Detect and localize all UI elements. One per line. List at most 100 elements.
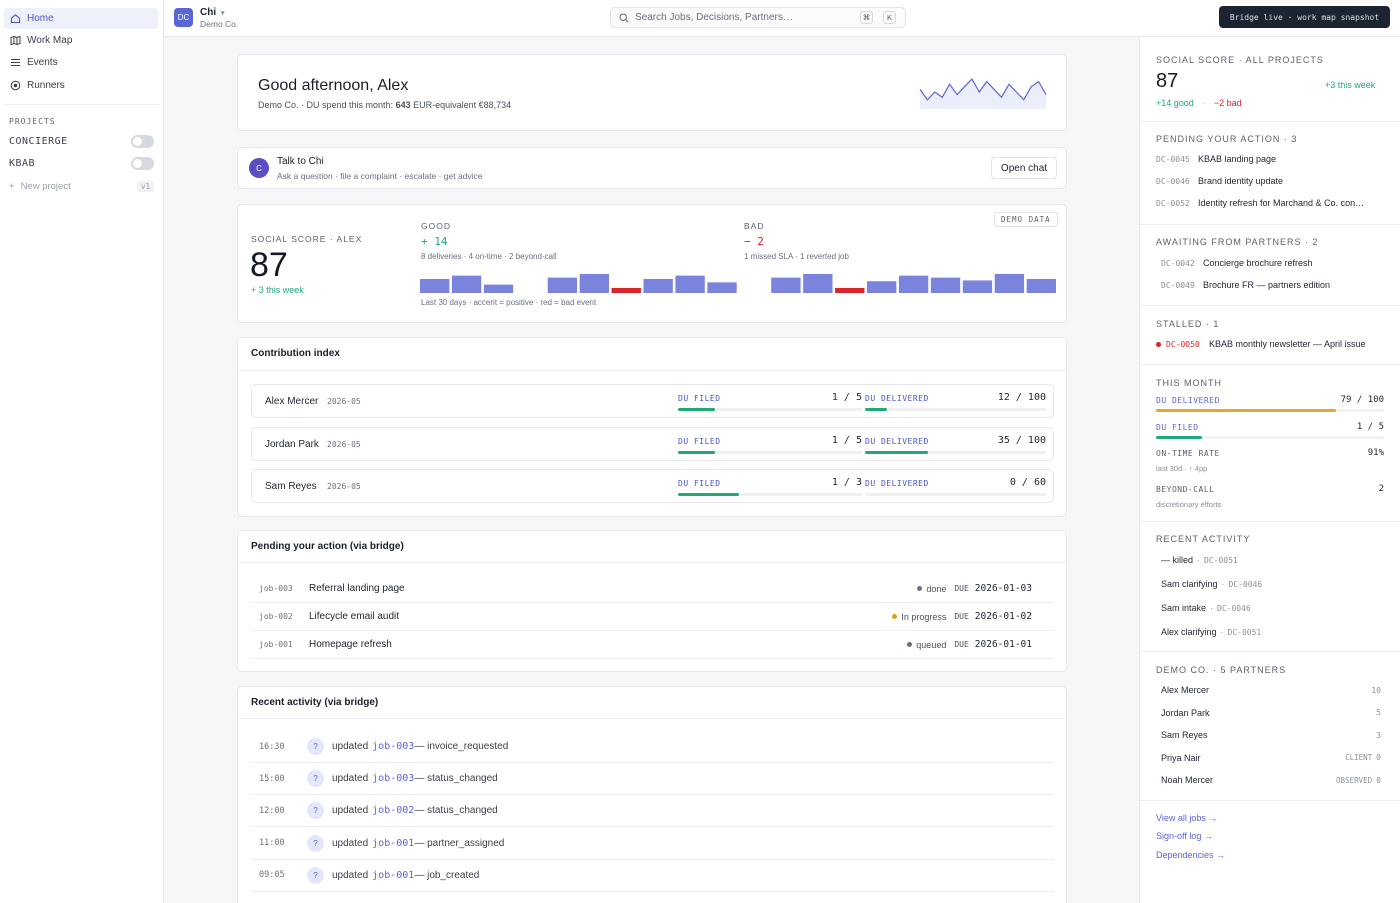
awaiting-item[interactable]: DC-0049 Brochure FR — partners edition (1161, 280, 1389, 290)
spend-sparkline (919, 78, 1047, 109)
du-filed-track (678, 493, 862, 496)
activity-time: 15:00 (259, 773, 285, 784)
du-delivered-track (1156, 409, 1384, 412)
activity-row[interactable]: 09:05? updated job-001 — job_created (251, 860, 1054, 892)
job-name: Homepage refresh (309, 639, 392, 650)
activity-job-link[interactable]: job-001 (372, 869, 415, 881)
recent-who: — killed (1161, 555, 1194, 565)
event-bar (547, 277, 578, 293)
search-input[interactable]: Search Jobs, Decisions, Partners… ⌘ K (610, 7, 906, 28)
recent-item[interactable]: Sam intake · DC-0046 (1161, 603, 1389, 613)
project-toggle[interactable] (131, 157, 154, 170)
nav-home[interactable]: Home (4, 8, 158, 29)
ontime-label: ON-TIME RATE (1156, 449, 1220, 458)
recent-item[interactable]: Alex clarifying · DC-0051 (1161, 627, 1389, 637)
activity-row[interactable]: 15:00? updated job-003 — status_changed (251, 763, 1054, 796)
projects-heading: PROJECTS (9, 117, 56, 126)
partners-title: DEMO CO. · 5 PARTNERS (1156, 665, 1287, 675)
org-name: Demo Co. (200, 19, 239, 29)
sign-off-log-link[interactable]: Sign-off log → (1156, 831, 1213, 841)
partner-name: Sam Reyes (1161, 730, 1208, 741)
du-filed-label: DU FILED (1156, 423, 1199, 432)
activity-job-link[interactable]: job-003 (372, 741, 415, 752)
due-label: DUE (954, 612, 969, 621)
partner-name: Alex Mercer (1161, 685, 1210, 695)
app-name: Chi (200, 7, 217, 18)
awaiting-item[interactable]: DC-0042 Concierge brochure refresh (1161, 258, 1389, 268)
job-name: KBAB monthly newsletter — April issue (1209, 339, 1366, 349)
pending-item[interactable]: DC-0046 Brand identity update (1156, 176, 1384, 186)
activity-event: — status_changed (414, 773, 498, 785)
bridge-status-badge[interactable]: Bridge live · work map snapshot (1219, 6, 1390, 28)
view-all-jobs-link[interactable]: View all jobs → (1156, 813, 1218, 823)
activity-row[interactable]: 16:30? updated job-003 — invoice_requested (251, 731, 1054, 763)
job-name: Brochure FR — partners edition (1203, 280, 1331, 290)
activity-row[interactable]: 11:00? updated job-001 — partner_assigned (251, 828, 1054, 860)
job-name: Lifecycle email audit (309, 611, 400, 622)
project-kbab[interactable]: KBAB (9, 157, 154, 170)
due-label: DUE (954, 584, 969, 593)
contribution-row[interactable]: Sam Reyes 2026-05 DU FILED 1 / 3 DU DELIVERE… (251, 469, 1054, 503)
recent-item[interactable]: — killed · DC-0051 (1161, 555, 1389, 565)
job-row[interactable]: job-001 Homepage refresh queued DUE 2026-01-… (251, 631, 1054, 659)
separator: · (1202, 98, 1206, 108)
partner-item[interactable]: Priya Nair CLIENT 0 (1161, 753, 1381, 763)
shortcut-key: K (883, 11, 896, 24)
du-filed-label: DU FILED (678, 394, 721, 403)
partner-name: Jordan Park (265, 438, 319, 450)
project-concierge[interactable]: CONCIERGE (9, 135, 154, 148)
nav-label: Home (27, 13, 54, 24)
nav-events[interactable]: Events (4, 52, 158, 73)
status-dot (907, 642, 913, 647)
partner-item[interactable]: Jordan Park 5 (1161, 708, 1381, 718)
nav-label: Runners (27, 80, 65, 91)
bad-event-bar (835, 287, 865, 293)
partner-value: 10 (1371, 685, 1381, 695)
nav-runners[interactable]: Runners (4, 75, 158, 96)
plus-icon: + (9, 181, 15, 192)
job-row[interactable]: job-003 Referral landing page done DUE 2026-… (251, 575, 1054, 603)
pending-item[interactable]: DC-0052 Identity refresh for Marchand & C… (1156, 198, 1384, 208)
panel-divider (1140, 305, 1400, 306)
activity-job-link[interactable]: job-003 (372, 773, 415, 785)
event-bar-chart (420, 273, 1056, 293)
partner-item[interactable]: Noah Mercer OBSERVED 0 (1161, 775, 1381, 785)
separator: · (1197, 555, 1201, 565)
du-filed-track (678, 408, 862, 411)
activity-row[interactable]: 12:00? updated job-002 — status_changed (251, 795, 1054, 828)
du-delivered-label: DU DELIVERED (865, 479, 929, 488)
event-bar (771, 277, 801, 293)
activity-job-link[interactable]: job-002 (372, 805, 415, 817)
question-icon: ? (307, 866, 324, 884)
contribution-row[interactable]: Alex Mercer 2026-05 DU FILED 1 / 5 DU DELIVE… (251, 384, 1054, 418)
chart-caption: Last 30 days · accent = positive · red =… (421, 298, 597, 307)
dependencies-link[interactable]: Dependencies → (1156, 850, 1226, 860)
recent-activity-card: Recent activity (via bridge) 16:30? updat… (237, 686, 1067, 903)
new-project-button[interactable]: + New project v1 (9, 181, 154, 192)
contribution-title: Contribution index (251, 348, 340, 359)
partner-item[interactable]: Alex Mercer 10 (1161, 685, 1381, 695)
greeting-title: Good afternoon, Alex (258, 77, 409, 94)
partner-tag: CLIENT (1345, 753, 1373, 763)
contribution-row[interactable]: Jordan Park 2026-05 DU FILED 1 / 5 DU DELIVE… (251, 426, 1054, 461)
runner-icon (10, 80, 21, 91)
job-id: job-003 (259, 584, 293, 593)
job-id: job-001 (259, 640, 293, 649)
card-divider (238, 562, 1066, 563)
period: 2026-05 (327, 439, 361, 449)
nav-work-map[interactable]: Work Map (4, 30, 158, 51)
open-chat-button[interactable]: Open chat (991, 157, 1057, 179)
job-row[interactable]: job-002 Lifecycle email audit In progress D… (251, 603, 1054, 631)
social-score-label: SOCIAL SCORE · ALEX (251, 234, 363, 244)
activity-verb: updated (332, 869, 369, 881)
activity-job-link[interactable]: job-001 (372, 837, 415, 849)
partner-item[interactable]: Sam Reyes 3 (1161, 730, 1381, 740)
pending-item[interactable]: DC-0045 KBAB landing page (1156, 154, 1384, 164)
panel-divider (1140, 121, 1400, 122)
project-toggle[interactable] (131, 135, 154, 148)
stalled-item[interactable]: DC-0050 KBAB monthly newsletter — April … (1156, 339, 1384, 349)
recent-item[interactable]: Sam clarifying · DC-0046 (1161, 579, 1389, 589)
org-switcher[interactable]: Chi ▾ (200, 7, 224, 18)
status-label: In progress (901, 611, 947, 622)
event-bar (803, 273, 833, 293)
